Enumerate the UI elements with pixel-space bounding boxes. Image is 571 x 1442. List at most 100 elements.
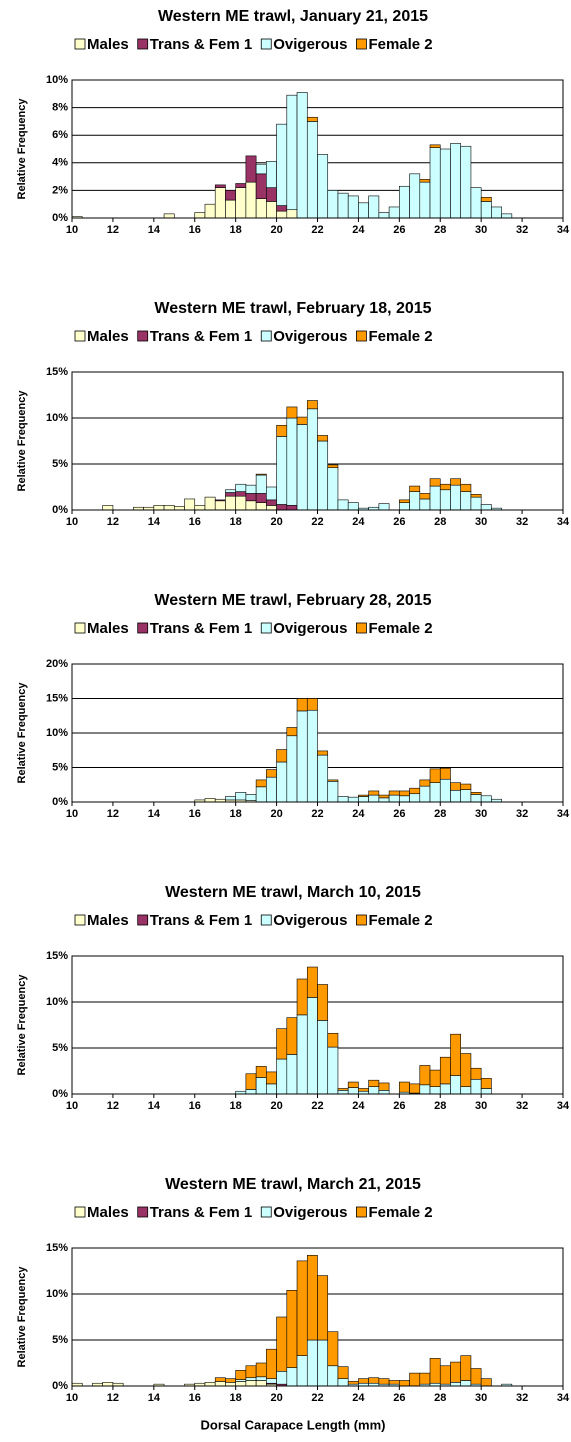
bar-segment [286, 406, 298, 419]
y-tick-label: 5% [52, 761, 68, 773]
y-axis-label: Relative Frequency [16, 974, 28, 1076]
legend-swatch [74, 914, 86, 926]
legend-swatch [260, 1206, 272, 1218]
y-tick-label: 10% [46, 727, 68, 739]
bar-segment [276, 504, 288, 511]
bar-segment [235, 187, 247, 219]
bar-segment [266, 187, 277, 202]
bar-segment [450, 789, 462, 803]
bar-segment [266, 1071, 277, 1085]
x-tick-label: 16 [189, 1392, 201, 1404]
bar-segment [194, 212, 206, 219]
chart-title: Western ME trawl, March 10, 2015 [165, 884, 421, 901]
bar-segment [439, 778, 451, 803]
x-tick-label: 10 [66, 808, 78, 820]
plot-frame [71, 955, 564, 1095]
bar-segment [460, 789, 472, 803]
bar-segment [358, 794, 369, 797]
x-tick-label: 10 [66, 224, 78, 236]
bar-segment [368, 1086, 380, 1095]
legend-label: Female 2 [368, 328, 432, 345]
bar-segment [439, 483, 451, 491]
bar-segment [347, 1381, 359, 1385]
y-tick-label: 0% [52, 504, 68, 516]
x-tick-label: 34 [557, 1392, 570, 1404]
bar-segment [317, 1275, 329, 1341]
legend-label: Trans & Fem 1 [150, 620, 253, 637]
bar-segment [225, 492, 236, 497]
bar-segment [378, 212, 390, 219]
bar-segment [368, 794, 380, 803]
bar-segment [102, 505, 114, 511]
x-tick-label: 30 [475, 516, 487, 528]
bar-segment [429, 782, 441, 803]
legend-label: Males [87, 912, 129, 929]
bar-segment [419, 181, 431, 219]
bar-segment [368, 790, 380, 796]
bar-segment [409, 485, 421, 492]
bar-segment [480, 201, 492, 219]
bar-segment [266, 499, 277, 506]
bar-segment [306, 400, 318, 410]
bar-segment [470, 794, 482, 803]
bar-segment [358, 1378, 369, 1384]
bar-segment [255, 1362, 267, 1378]
legend-swatch [356, 330, 367, 342]
legend-swatch [137, 622, 149, 634]
bar-segment [327, 779, 339, 782]
bar-segment [306, 121, 318, 219]
plot-frame [71, 663, 564, 803]
bar-segment [470, 494, 482, 498]
bar-segment [439, 489, 451, 511]
bar-segment [460, 1355, 472, 1381]
bar-segment [450, 1075, 462, 1095]
bar-segment [266, 1378, 277, 1384]
bar-segment [460, 783, 472, 790]
bar-segment [378, 1378, 390, 1385]
bar-segment [429, 144, 441, 148]
bar-segment [214, 500, 226, 511]
bar-segment [296, 978, 308, 1016]
x-tick-label: 20 [270, 224, 282, 236]
legend-label: Males [87, 620, 129, 637]
bar-segment [245, 1073, 257, 1090]
x-tick-label: 12 [107, 1392, 119, 1404]
x-tick-label: 22 [311, 1100, 323, 1112]
bar-segment [399, 1380, 410, 1387]
x-tick-label: 24 [352, 1100, 365, 1112]
bar-segment [276, 436, 288, 505]
bar-segment [255, 1066, 267, 1078]
x-tick-label: 32 [516, 516, 528, 528]
x-tick-label: 22 [311, 224, 323, 236]
x-tick-label: 18 [230, 808, 242, 820]
x-tick-label: 22 [311, 1392, 323, 1404]
bar-segment [245, 1365, 257, 1379]
bar-segment [255, 786, 267, 803]
bar-segment [245, 1089, 257, 1095]
bar-segment [276, 1316, 288, 1372]
bar-segment [429, 1358, 441, 1384]
bar-segment [266, 201, 277, 219]
x-tick-label: 12 [107, 516, 119, 528]
legend-swatch [356, 1206, 367, 1218]
bar-segment [235, 483, 247, 492]
bar-segment [460, 1380, 472, 1387]
bar-segment [204, 1382, 216, 1387]
legend-swatch [137, 914, 149, 926]
bar-segment [225, 796, 236, 801]
y-tick-label: 0% [52, 796, 68, 808]
bar-segment [419, 498, 431, 511]
bar-segment [214, 1381, 226, 1387]
y-tick-label: 15% [46, 366, 68, 378]
bar-segment [439, 1083, 451, 1095]
y-axis-label: Relative Frequency [16, 98, 28, 200]
bar-segment [276, 1058, 288, 1095]
bar-segment [306, 966, 318, 998]
legend-swatch [356, 38, 367, 50]
y-tick-label: 0% [52, 1088, 68, 1100]
x-tick-label: 32 [516, 224, 528, 236]
chart-title: Western ME trawl, January 21, 2015 [158, 8, 428, 25]
bar-segment [255, 474, 267, 494]
bar-segment [286, 505, 298, 511]
bar-segment [225, 1382, 236, 1387]
